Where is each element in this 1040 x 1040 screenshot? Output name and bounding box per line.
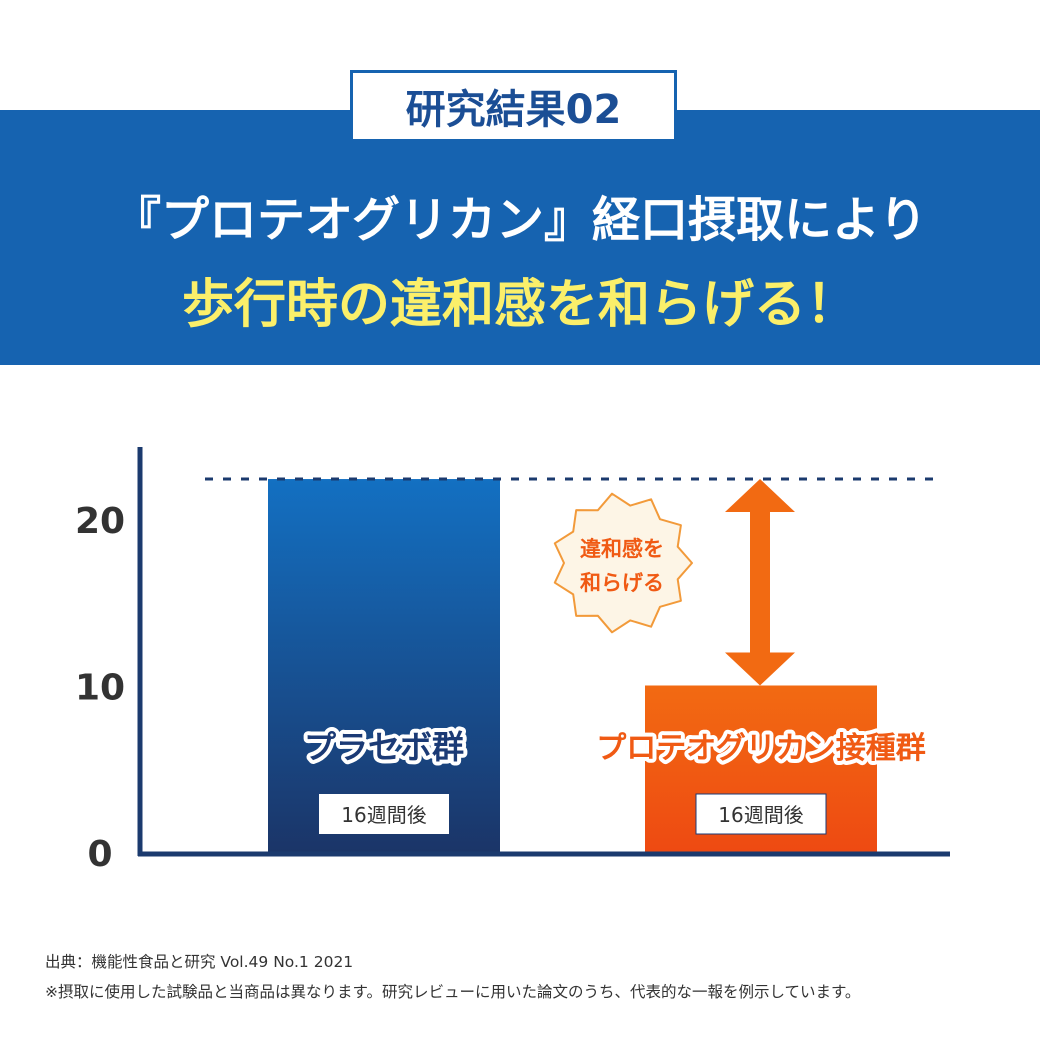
bar-sublabel-box [319, 794, 449, 834]
y-tick-label: 0 [87, 834, 112, 875]
result-badge: 研究結果02 [350, 70, 677, 142]
disclaimer-note: ※摂取に使用した試験品と当商品は異なります。研究レビューに用いた論文のうち、代表… [45, 983, 861, 1001]
annotation-line2: 和らげる [580, 571, 664, 595]
source-note: 出典：機能性食品と研究 Vol.49 No.1 2021 [45, 953, 354, 971]
bar-sublabel: 16週間後 [341, 803, 426, 827]
double-arrow-icon [725, 479, 795, 686]
y-tick-label: 20 [75, 501, 125, 542]
bar-sublabel-box [695, 793, 827, 835]
y-tick-label: 10 [75, 668, 125, 709]
header-band [0, 110, 1040, 365]
headline: 『プロテオグリカン』経口摂取により [112, 192, 928, 248]
bar-category-label: プロテオグリカン接種群 [596, 731, 925, 766]
burst-badge-icon [553, 492, 693, 634]
bar-sublabel: 16週間後 [718, 803, 803, 827]
bar-category-label: プラセボ群 [304, 728, 464, 766]
bar [268, 479, 500, 852]
subheadline: 歩行時の違和感を和らげる！ [181, 275, 858, 335]
annotation-line1: 違和感を [580, 537, 664, 561]
